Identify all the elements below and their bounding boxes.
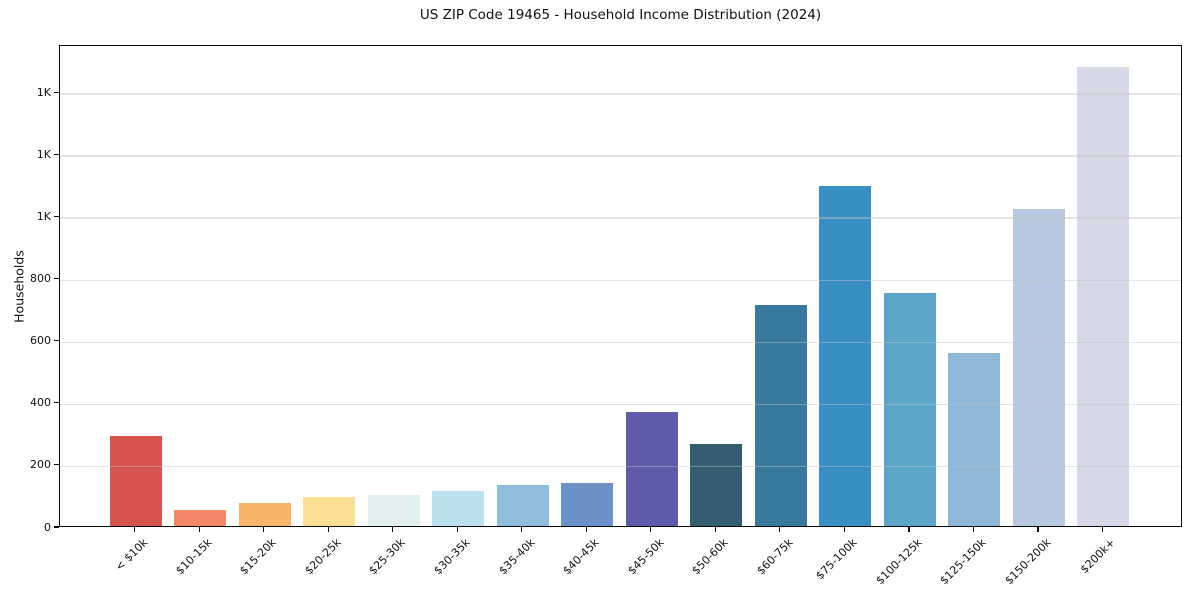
bar — [367, 494, 420, 526]
bar — [1077, 66, 1130, 526]
x-tick-label-text: $10-15k — [173, 536, 215, 578]
gridline — [60, 465, 1181, 468]
bar — [754, 304, 807, 526]
bar — [883, 293, 936, 526]
bar — [174, 510, 227, 526]
gridline — [60, 279, 1181, 281]
x-tick-mark — [198, 527, 200, 532]
y-tick-mark — [54, 464, 59, 466]
bar — [819, 185, 872, 526]
x-tick-label-text: $30-35k — [431, 536, 473, 578]
y-tick-label: 0 — [44, 520, 51, 534]
x-tick-mark — [456, 527, 458, 532]
y-axis-label: Households — [11, 250, 27, 323]
bar — [948, 352, 1001, 526]
x-tick-label-text: $20-25k — [302, 536, 344, 578]
x-tick-mark — [843, 527, 845, 532]
y-tick-mark — [54, 91, 59, 93]
y-tick-mark — [54, 153, 59, 155]
y-tick-label: 200 — [30, 458, 51, 472]
x-tick-mark — [134, 527, 136, 532]
x-tick-label-text: $15-20k — [237, 536, 280, 578]
x-tick-label-text: $45-50k — [624, 536, 667, 578]
x-tick-label-text: $200k+ — [1077, 536, 1118, 577]
y-tick-label: 400 — [30, 396, 51, 410]
x-tick-label-text: < $10k — [112, 536, 150, 574]
bar — [625, 411, 678, 526]
plot-area — [59, 45, 1182, 527]
y-tick-mark — [54, 402, 59, 404]
x-tick-label-text: $75-100k — [813, 536, 860, 583]
bar — [109, 435, 162, 526]
x-tick-label-text: $100-125k — [872, 536, 925, 588]
y-tick-label: 800 — [30, 272, 51, 286]
y-tick-mark — [54, 277, 59, 280]
bar — [238, 503, 291, 526]
gridline — [60, 217, 1181, 219]
x-tick-label-text: $35-40k — [495, 536, 538, 578]
x-tick-label-text: $125-150k — [937, 536, 989, 588]
x-tick-label-text: $60-75k — [753, 536, 796, 578]
gridline — [60, 93, 1181, 95]
y-tick-label: 1K — [36, 85, 51, 99]
bar — [496, 485, 549, 526]
x-tick-label-text: $150-200k — [1001, 536, 1054, 588]
x-tick-mark — [392, 527, 394, 532]
x-tick-mark — [1101, 527, 1104, 532]
bar — [432, 490, 485, 526]
x-tick-label-text: $40-45k — [560, 536, 602, 578]
x-tick-label-text: $50-60k — [689, 536, 731, 578]
bar — [1012, 208, 1065, 526]
x-tick-mark — [908, 527, 910, 532]
x-tick-mark — [650, 527, 652, 532]
x-tick-mark — [779, 527, 781, 532]
y-tick-mark — [54, 526, 59, 528]
bar — [561, 482, 614, 526]
gridline — [60, 341, 1181, 344]
bar — [690, 443, 743, 526]
y-tick-mark — [54, 340, 59, 342]
y-tick-label: 1K — [36, 147, 51, 161]
y-tick-label: 1K — [36, 209, 51, 223]
x-tick-mark — [714, 527, 716, 532]
chart-title: US ZIP Code 19465 - Household Income Dis… — [419, 7, 822, 23]
x-tick-mark — [521, 527, 523, 532]
x-tick-mark — [1037, 527, 1039, 532]
x-tick-label-text: $25-30k — [366, 536, 409, 578]
x-tick-mark — [327, 527, 329, 532]
x-tick-mark — [585, 527, 587, 532]
y-tick-mark — [54, 215, 59, 218]
bar — [303, 497, 356, 526]
y-tick-label: 600 — [30, 334, 51, 348]
gridline — [60, 403, 1181, 406]
x-tick-mark — [972, 527, 975, 532]
gridline — [60, 155, 1181, 157]
x-tick-mark — [263, 527, 265, 532]
